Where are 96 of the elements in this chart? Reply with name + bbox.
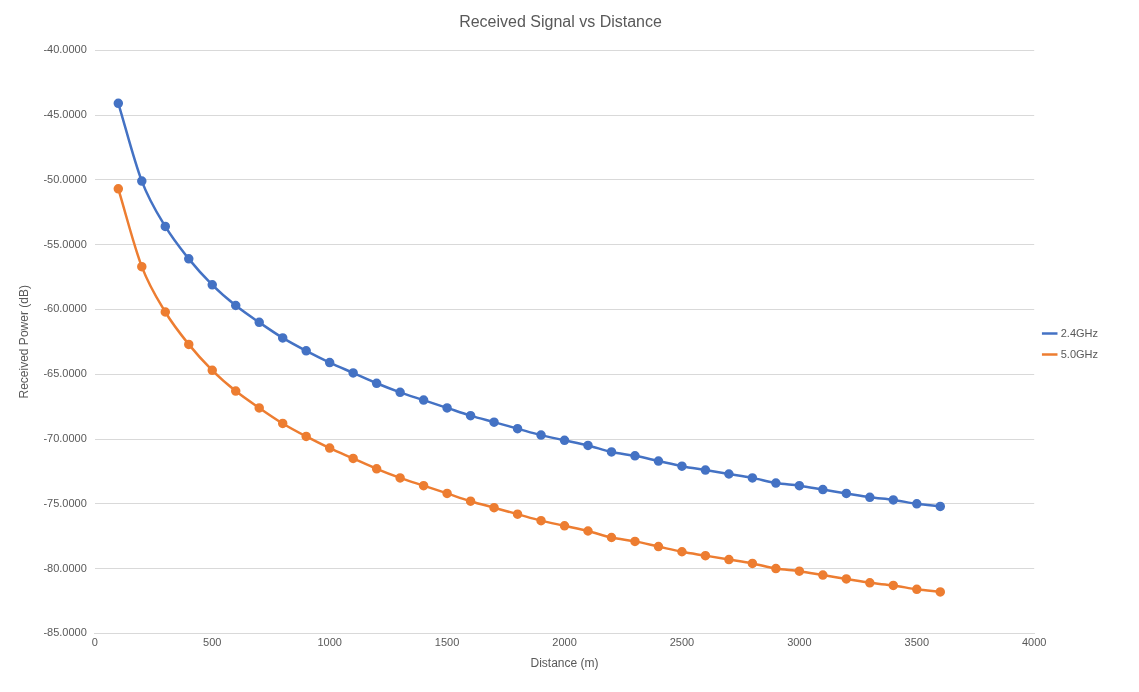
point <box>559 521 570 531</box>
point <box>395 473 405 483</box>
point <box>230 386 241 396</box>
point <box>254 317 264 328</box>
point <box>395 387 405 398</box>
x-tick-label: 1500 <box>434 636 460 649</box>
point <box>371 378 382 389</box>
point <box>583 526 593 536</box>
point <box>912 499 922 509</box>
point <box>512 509 523 519</box>
point <box>606 447 617 457</box>
y-tick-label: -55.0000 <box>43 237 87 250</box>
point <box>771 563 781 574</box>
x-tick-label: 0 <box>91 636 98 649</box>
x-axis-title: Distance (m) <box>530 656 599 671</box>
point <box>418 480 429 491</box>
point <box>442 488 452 499</box>
point <box>184 254 194 264</box>
point <box>160 221 171 232</box>
point <box>536 515 546 526</box>
point <box>489 502 499 513</box>
y-tick-label: -85.0000 <box>43 626 87 639</box>
point <box>418 395 429 405</box>
y-tick-label: -40.0000 <box>43 43 87 56</box>
point <box>841 488 852 499</box>
y-axis-title: Received Power (dB) <box>16 285 31 399</box>
point <box>324 443 335 453</box>
point <box>677 547 687 557</box>
point <box>888 495 899 505</box>
point <box>677 461 687 471</box>
point <box>113 98 124 109</box>
point <box>606 532 617 543</box>
point <box>277 418 288 429</box>
point <box>207 365 217 376</box>
point <box>348 453 358 464</box>
point <box>277 333 288 343</box>
point <box>888 580 899 591</box>
x-tick-label: 1000 <box>317 636 342 649</box>
x-tick-label: 2000 <box>552 636 577 649</box>
point <box>137 261 147 272</box>
point <box>301 431 311 442</box>
point <box>700 550 711 561</box>
y-tick-label: -75.0000 <box>43 496 87 509</box>
x-tick-label: 2500 <box>669 636 695 649</box>
point <box>771 478 781 488</box>
point <box>465 410 476 421</box>
point <box>653 456 664 466</box>
point <box>935 501 946 512</box>
point <box>794 566 805 576</box>
point <box>912 584 922 595</box>
x-tick-label: 500 <box>203 636 222 649</box>
point <box>113 184 124 194</box>
point <box>254 403 264 413</box>
point <box>724 469 734 479</box>
chart-title: Received Signal vs Distance <box>459 13 662 31</box>
point <box>160 307 171 317</box>
x-tick-label: 3500 <box>904 636 930 649</box>
point <box>230 300 241 311</box>
y-tick-label: -45.0000 <box>43 108 87 121</box>
point <box>324 357 335 368</box>
legend-label: 5.0GHz <box>1060 347 1099 360</box>
point <box>184 339 194 350</box>
point <box>818 570 828 580</box>
point <box>935 587 946 597</box>
point <box>794 480 805 491</box>
point <box>865 492 875 503</box>
point <box>207 280 217 290</box>
point <box>442 403 452 413</box>
point <box>747 473 758 483</box>
y-tick-label: -80.0000 <box>43 561 87 574</box>
point <box>747 558 758 569</box>
x-tick-label: 3000 <box>787 636 812 649</box>
y-tick-label: -50.0000 <box>43 172 87 185</box>
legend-label: 2.4GHz <box>1060 326 1099 339</box>
point <box>653 541 664 552</box>
point <box>301 346 311 356</box>
point <box>536 430 546 440</box>
point <box>630 536 640 547</box>
point <box>512 423 523 434</box>
point <box>371 464 382 474</box>
point <box>583 440 593 451</box>
y-tick-label: -70.0000 <box>43 432 87 445</box>
point <box>559 435 570 446</box>
point <box>865 578 875 588</box>
y-tick-label: -65.0000 <box>43 367 87 380</box>
point <box>630 451 640 461</box>
point <box>489 417 499 427</box>
point <box>700 465 711 475</box>
point <box>724 554 734 565</box>
point <box>348 368 358 378</box>
point <box>465 496 476 506</box>
x-tick-label: 4000 <box>1021 636 1047 649</box>
point <box>841 574 852 584</box>
point <box>818 484 828 495</box>
point <box>137 176 147 186</box>
y-tick-label: -60.0000 <box>43 302 87 315</box>
